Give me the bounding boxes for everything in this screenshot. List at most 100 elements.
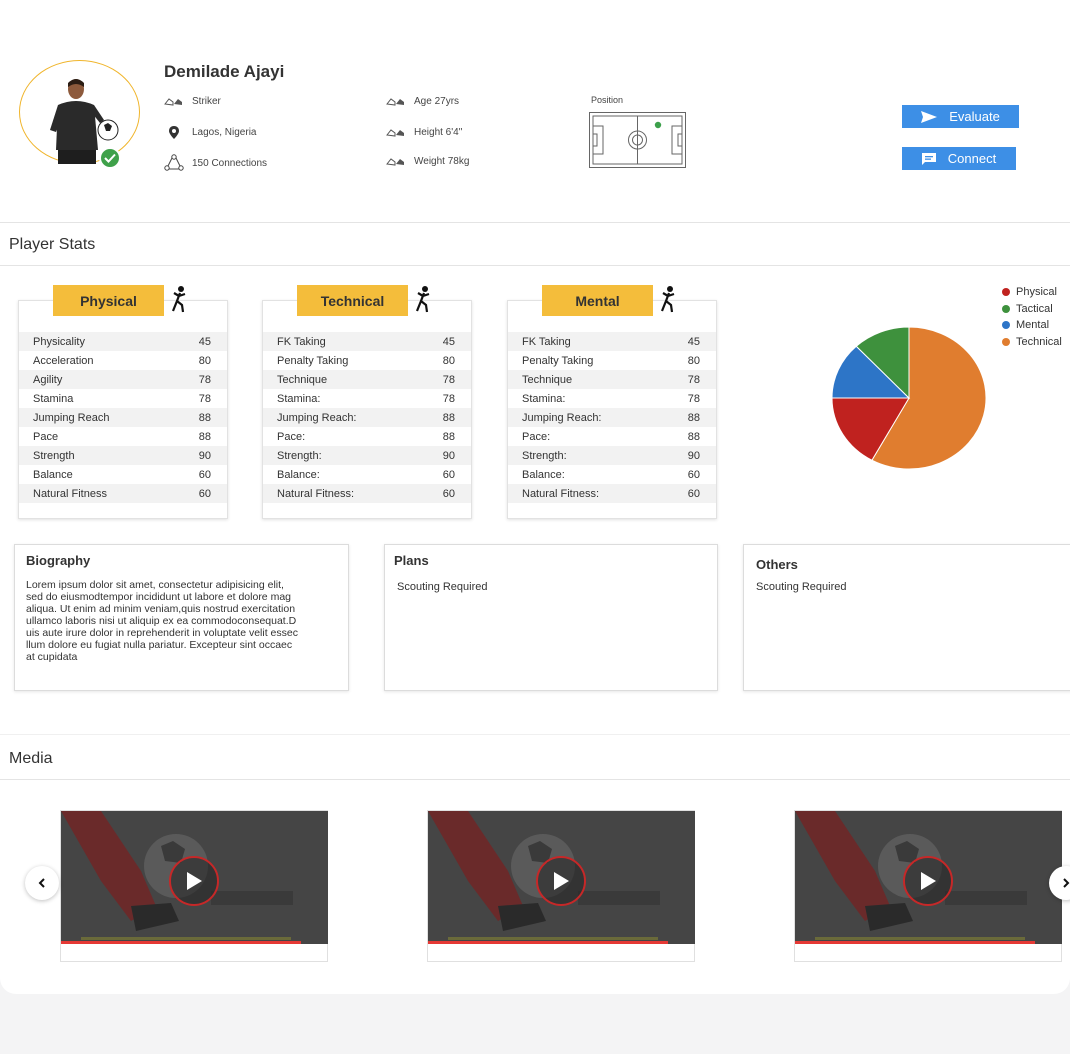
player-profile-page: Demilade Ajayi Striker Lagos, Nigeria 15… — [0, 0, 1070, 994]
stat-row: Technique 78 — [263, 370, 471, 389]
legend-item[interactable]: Physical — [1002, 284, 1062, 301]
location-text: Lagos, Nigeria — [192, 127, 257, 138]
stat-row: Natural Fitness: 60 — [508, 484, 716, 503]
evaluate-label: Evaluate — [949, 109, 1000, 124]
connections-text: 150 Connections — [192, 157, 268, 169]
position-label: Position — [591, 95, 624, 105]
boots-icon — [386, 97, 406, 107]
stat-rows: FK Taking 45 Penalty Taking 80 Technique 78… — [263, 332, 471, 503]
plans-title: Plans — [394, 553, 429, 568]
legend-color-dot — [1002, 304, 1010, 313]
chat-icon — [921, 152, 936, 165]
stat-row: Balance: 60 — [522, 468, 700, 481]
runner-icon — [660, 286, 675, 313]
player-name: Demilade Ajayi — [164, 62, 285, 81]
stat-card-title: Mental — [542, 285, 653, 316]
video-thumbnail[interactable] — [428, 811, 695, 944]
stat-row: Jumping Reach: 88 — [508, 408, 716, 427]
play-icon[interactable] — [169, 856, 219, 906]
pie-slice-technical[interactable] — [871, 327, 987, 469]
stat-row: Physicality 45 — [19, 332, 227, 351]
pie-slice-mental[interactable] — [831, 345, 911, 399]
video-progress-bar[interactable] — [795, 941, 1036, 944]
chevron-left-icon — [38, 878, 45, 888]
weight-meta: Weight 78kg — [386, 156, 469, 167]
stat-row: Agility 78 — [19, 370, 227, 389]
technical-stats-card: Technical FK Taking 45 Penalty Taking 80 T… — [262, 285, 472, 519]
legend-color-dot — [1002, 288, 1010, 297]
evaluate-button[interactable]: Evaluate — [902, 105, 1019, 128]
height-meta: Height 6'4" — [386, 127, 462, 138]
legend-color-dot — [1002, 337, 1010, 346]
runner-icon — [171, 286, 186, 313]
play-icon[interactable] — [903, 856, 953, 906]
others-text: Scouting Required — [756, 581, 847, 593]
age-meta: Age 27yrs — [386, 96, 459, 107]
legend-item[interactable]: Technical — [1002, 334, 1062, 351]
stat-row: Pace: 88 — [522, 430, 700, 443]
carousel-next-button[interactable] — [1049, 866, 1070, 900]
biography-card: Biography Lorem ipsum dolor sit amet, co… — [14, 544, 349, 691]
send-icon — [921, 110, 938, 123]
legend-item[interactable]: Tactical — [1002, 301, 1062, 318]
video-card[interactable] — [794, 810, 1062, 962]
connect-label: Connect — [947, 151, 997, 166]
player-photo — [50, 79, 119, 164]
network-icon — [164, 154, 184, 172]
map-pin-icon — [164, 126, 184, 139]
video-card[interactable] — [427, 810, 695, 962]
stat-row: Natural Fitness: 60 — [263, 484, 471, 503]
legend-item[interactable]: Mental — [1002, 317, 1062, 334]
location-meta: Lagos, Nigeria — [164, 126, 256, 139]
player-position-marker — [654, 121, 662, 129]
stat-row: FK Taking 45 — [508, 332, 716, 351]
connections-meta[interactable]: 150 Connections — [164, 154, 267, 172]
biography-title: Biography — [26, 553, 91, 568]
stat-card-title: Physical — [53, 285, 164, 316]
role-text: Striker — [192, 96, 221, 107]
stat-row: Stamina: 78 — [277, 392, 455, 405]
physical-stats-card: Physical Physicality 45 Acceleration 80 Ag… — [18, 285, 228, 519]
boots-icon — [386, 157, 406, 167]
stat-row: Strength: 90 — [508, 446, 716, 465]
carousel-prev-button[interactable] — [25, 866, 59, 900]
boots-icon — [164, 97, 184, 107]
media-title: Media — [9, 750, 53, 767]
stat-row: Balance 60 — [33, 468, 211, 481]
divider — [0, 222, 1070, 223]
stat-row: Strength: 90 — [263, 446, 471, 465]
stat-row: Penalty Taking 80 — [277, 354, 455, 367]
stat-rows: Physicality 45 Acceleration 80 Agility 78 S… — [19, 332, 227, 503]
stat-row: Pace: 88 — [277, 430, 455, 443]
mental-stats-card: Mental FK Taking 45 Penalty Taking 80 Tech… — [507, 285, 717, 519]
stat-row: Strength 90 — [19, 446, 227, 465]
video-thumbnail[interactable] — [795, 811, 1062, 944]
role-meta: Striker — [164, 96, 221, 107]
divider — [0, 734, 1070, 735]
divider — [0, 265, 1070, 266]
height-text: Height 6'4" — [414, 127, 463, 138]
stat-row: FK Taking 45 — [263, 332, 471, 351]
legend-color-dot — [1002, 321, 1010, 330]
weight-text: Weight 78kg — [414, 156, 470, 167]
play-icon[interactable] — [536, 856, 586, 906]
stat-row: Pace 88 — [33, 430, 211, 443]
video-progress-bar[interactable] — [61, 941, 302, 944]
connect-button[interactable]: Connect — [902, 147, 1016, 170]
stat-row: Penalty Taking 80 — [522, 354, 700, 367]
pie-slice-physical[interactable] — [831, 397, 910, 461]
video-thumbnail[interactable] — [61, 811, 328, 944]
runner-icon — [415, 286, 430, 313]
pie-slice-tactical[interactable] — [855, 327, 910, 400]
stat-row: Stamina 78 — [33, 392, 211, 405]
avatar[interactable] — [19, 60, 140, 169]
stat-row: Acceleration 80 — [33, 354, 211, 367]
age-text: Age 27yrs — [414, 96, 460, 107]
pitch-position-map — [589, 112, 686, 168]
divider — [0, 779, 1070, 780]
player-stats-title: Player Stats — [9, 236, 96, 253]
biography-text: Lorem ipsum dolor sit amet, consectetur … — [26, 579, 298, 663]
video-card[interactable] — [60, 810, 328, 962]
video-progress-bar[interactable] — [428, 941, 669, 944]
pie-legend: Physical Tactical Mental Technical — [1002, 284, 1062, 350]
